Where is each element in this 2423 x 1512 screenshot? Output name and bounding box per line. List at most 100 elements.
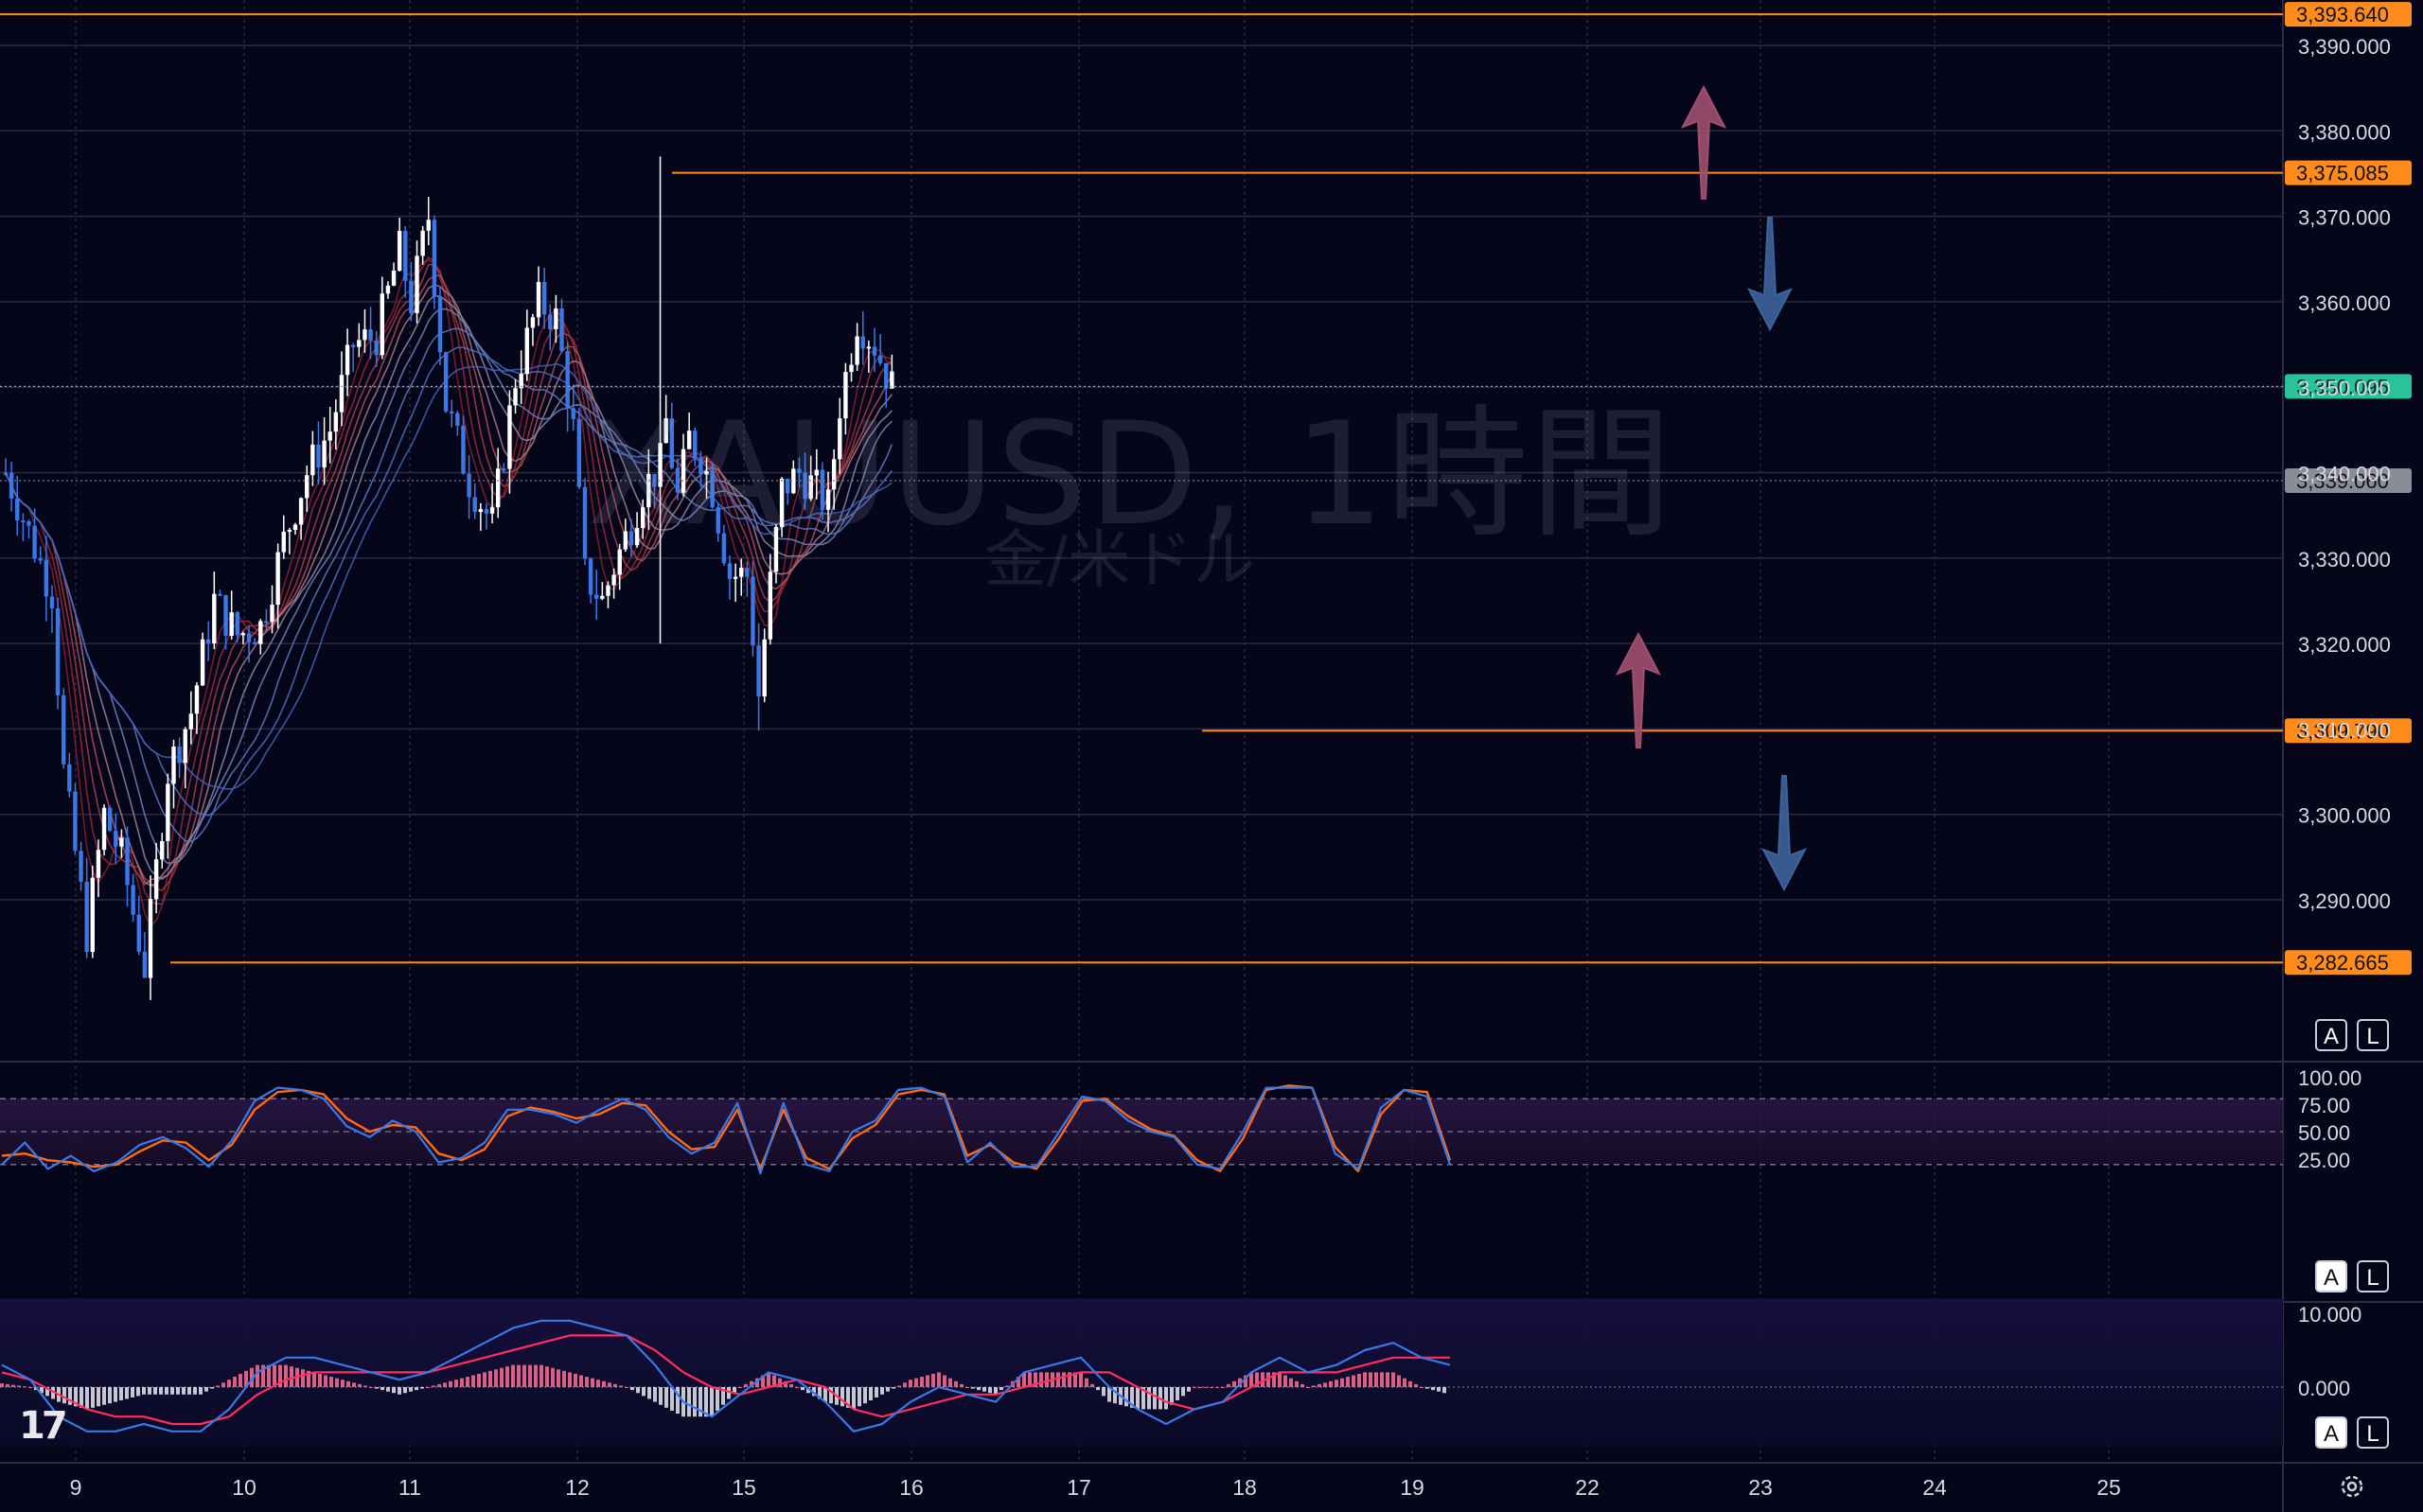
macd-histogram-bar (1034, 1372, 1037, 1387)
time-tick-label: 22 (1575, 1475, 1600, 1500)
price-tick-label: 3,380.000 (2298, 120, 2391, 144)
candle-body (177, 747, 182, 764)
candle-body (890, 371, 894, 389)
macd-histogram-bar (801, 1387, 805, 1391)
macd-histogram-bar (965, 1387, 969, 1388)
candle-body (721, 533, 727, 564)
macd-histogram-bar (738, 1387, 742, 1388)
macd-histogram-bar (812, 1387, 816, 1397)
candle-body (194, 685, 200, 714)
moving-average-line (5, 263, 893, 891)
macd-histogram-bar (136, 1387, 140, 1397)
macd-histogram-bar (28, 1387, 32, 1388)
macd-histogram-bar (1318, 1383, 1321, 1387)
macd-histogram-bar (568, 1372, 572, 1387)
macd-auto-scale-button[interactable]: A (2315, 1416, 2347, 1449)
macd-histogram-bar (1215, 1387, 1219, 1388)
macd-histogram-bar (1079, 1372, 1083, 1387)
macd-histogram-bar (62, 1387, 66, 1404)
macd-histogram-bar (733, 1387, 736, 1394)
macd-histogram-bar (858, 1387, 861, 1407)
time-axis[interactable]: 9 10 11 12 15 16 17 18 19 22 23 24 25 (70, 1475, 2121, 1500)
macd-histogram-bar (40, 1387, 44, 1394)
symbol-watermark: XAUUSD, 1時間 (587, 393, 1674, 557)
candle-body (258, 621, 263, 644)
macd-histogram-bar (1300, 1383, 1304, 1387)
candle-body (704, 471, 709, 475)
candle-body (235, 612, 239, 636)
stochastic-pane[interactable]: 100.00 75.00 50.00 25.00 (0, 1066, 2361, 1175)
stoch-log-scale-button[interactable]: L (2357, 1260, 2389, 1292)
macd-histogram-bar (148, 1387, 151, 1395)
macd-histogram-bar (1090, 1383, 1094, 1387)
macd-histogram-bar (153, 1387, 157, 1395)
candle-body (467, 473, 471, 498)
price-levels[interactable]: 3,393.640 3,375.085 3,309.790 3,282.665 3,35… (0, 2, 2412, 976)
macd-histogram-bar (988, 1387, 992, 1394)
candle-body (55, 608, 61, 695)
candle-body (281, 531, 286, 553)
stoch-tick-label: 100.00 (2298, 1066, 2361, 1090)
candle-body (432, 220, 437, 297)
macd-histogram-bar (1369, 1372, 1372, 1387)
candle-body (838, 418, 842, 460)
macd-histogram-bar (960, 1383, 964, 1387)
auto-scale-button[interactable]: A (2315, 1019, 2347, 1051)
candle-body (345, 344, 350, 376)
macd-histogram-bar (574, 1373, 577, 1387)
tradingview-logo[interactable]: 17 (19, 1404, 68, 1448)
candle-body (426, 220, 431, 231)
macd-histogram-bar (1221, 1387, 1225, 1388)
macd-histogram-bar (1266, 1372, 1270, 1387)
macd-histogram-bar (1164, 1387, 1168, 1410)
macd-histogram-bar (937, 1372, 941, 1387)
price-tick-label: 3,310.000 (2298, 718, 2391, 742)
candle-body (62, 694, 66, 765)
macd-histogram-bar (1022, 1372, 1026, 1387)
candle-body (751, 576, 755, 646)
macd-log-scale-button[interactable]: L (2357, 1416, 2389, 1449)
candle-body (484, 509, 489, 514)
price-axis[interactable]: 3,290.000 3,300.000 3,310.000 3,320.000 3,33… (2298, 35, 2391, 913)
macd-histogram-bar (778, 1378, 782, 1387)
candle-body (554, 308, 558, 329)
stoch-auto-scale-button[interactable]: A (2315, 1260, 2347, 1292)
macd-histogram-bar (273, 1364, 276, 1387)
macd-histogram-bar (1170, 1387, 1174, 1405)
macd-histogram-bar (1124, 1387, 1128, 1407)
candle-body (101, 807, 107, 851)
candle-body (502, 468, 506, 471)
macd-histogram-bar (1335, 1380, 1338, 1387)
price-tick-label: 3,300.000 (2298, 804, 2391, 828)
macd-histogram-bar (1420, 1387, 1424, 1388)
macd-histogram-bar (704, 1387, 708, 1417)
candle-body (27, 520, 31, 526)
macd-histogram-bar (1085, 1378, 1088, 1387)
symbol-subtitle-watermark: 金/米ドル (984, 523, 1256, 596)
candle-body (125, 837, 130, 886)
macd-histogram-bar (999, 1387, 1003, 1391)
macd-histogram-bar (1272, 1372, 1276, 1387)
macd-histogram-bar (971, 1387, 975, 1389)
log-scale-button[interactable]: L (2357, 1019, 2389, 1051)
macd-histogram-bar (261, 1364, 265, 1387)
macd-histogram-bar (931, 1373, 935, 1387)
macd-histogram-bar (886, 1387, 890, 1392)
macd-histogram-bar (585, 1377, 589, 1387)
price-tick-label: 3,290.000 (2298, 889, 2391, 913)
macd-histogram-bar (1306, 1387, 1310, 1388)
macd-histogram-bar (659, 1387, 663, 1405)
annotation-arrows[interactable] (1615, 84, 1808, 892)
macd-histogram-bar (1153, 1387, 1157, 1410)
macd-pane[interactable]: 10.000 0.000 (0, 1298, 2361, 1447)
gear-icon[interactable] (2338, 1472, 2366, 1501)
macd-histogram-bar (193, 1387, 197, 1395)
macd-histogram-bar (119, 1387, 123, 1401)
candle-body (333, 412, 339, 432)
time-tick-label: 18 (1232, 1475, 1257, 1500)
macd-histogram-bar (318, 1373, 322, 1387)
macd-histogram-bar (398, 1387, 401, 1395)
candle-body (153, 859, 159, 900)
macd-histogram-bar (1068, 1372, 1071, 1387)
